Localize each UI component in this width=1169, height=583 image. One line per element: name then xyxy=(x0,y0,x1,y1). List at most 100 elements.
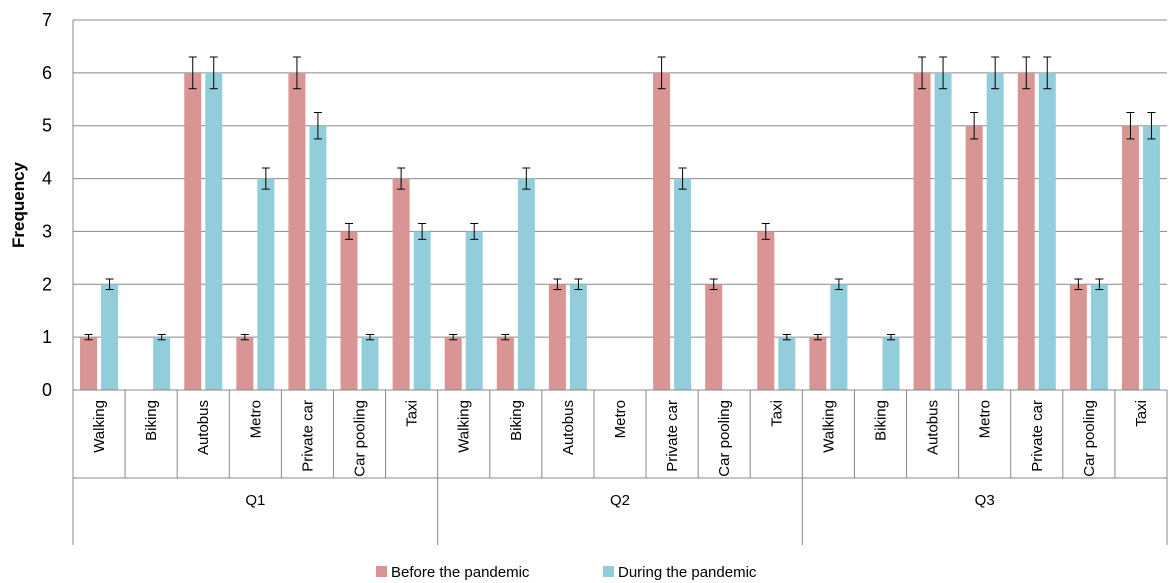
bar-q1-metro-during xyxy=(257,178,275,390)
error-bar-q3-biking-during xyxy=(886,334,895,341)
bar-q1-autobus-before xyxy=(184,72,202,390)
error-bar-q3-walking-during xyxy=(834,278,843,291)
error-bar-q3-private-car-before xyxy=(1022,56,1031,90)
legend-swatch-during xyxy=(603,566,614,577)
category-label-q2-walking: Walking xyxy=(456,400,473,453)
bar-q1-car-pooling-during xyxy=(361,337,379,390)
error-bar-q3-car-pooling-before xyxy=(1074,278,1083,291)
y-tick-label-5: 5 xyxy=(42,116,52,136)
bar-q2-private-car-during xyxy=(674,178,692,390)
bar-q1-car-pooling-before xyxy=(340,231,358,390)
error-bar-q2-private-car-before xyxy=(657,56,666,90)
bar-q2-car-pooling-before xyxy=(705,284,723,390)
group-label-q2: Q2 xyxy=(610,492,630,509)
error-bar-q3-private-car-during xyxy=(1043,56,1052,90)
legend-label-during: During the pandemic xyxy=(618,564,757,581)
error-bar-q3-autobus-during xyxy=(939,56,948,90)
bar-q2-autobus-before xyxy=(548,284,566,390)
error-bar-q1-biking-during xyxy=(157,334,166,341)
error-bar-q3-taxi-before xyxy=(1126,112,1135,140)
category-label-q2-private-car: Private car xyxy=(664,400,681,472)
error-bar-q2-taxi-before xyxy=(761,223,770,240)
y-axis-ticks: 0 1 2 3 4 5 6 7 xyxy=(42,10,52,400)
legend: Before the pandemic During the pandemic xyxy=(376,564,757,581)
y-tick-label-3: 3 xyxy=(42,221,52,241)
bar-q1-private-car-during xyxy=(309,125,327,390)
category-label-q1-private-car: Private car xyxy=(299,400,316,472)
y-tick-label-2: 2 xyxy=(42,274,52,294)
bar-q1-walking-before xyxy=(80,337,98,390)
error-bar-q3-car-pooling-during xyxy=(1095,278,1104,291)
y-tick-label-4: 4 xyxy=(42,169,52,189)
bar-q3-taxi-during xyxy=(1142,125,1160,390)
y-axis-label: Frequency xyxy=(9,161,28,248)
y-tick-label-0: 0 xyxy=(42,380,52,400)
bar-q2-biking-during xyxy=(517,178,535,390)
bar-q3-taxi-before xyxy=(1121,125,1139,390)
bar-q3-car-pooling-during xyxy=(1090,284,1108,390)
bar-q3-private-car-before xyxy=(1017,72,1035,390)
category-label-q3-autobus: Autobus xyxy=(925,400,942,455)
bar-q2-taxi-before xyxy=(757,231,775,390)
bar-q2-private-car-before xyxy=(653,72,671,390)
error-bar-q3-walking-before xyxy=(813,334,822,341)
error-bar-q2-biking-during xyxy=(522,167,531,190)
error-bar-q3-taxi-during xyxy=(1147,112,1156,140)
group-labels: Q1 Q2 Q3 xyxy=(245,492,994,509)
error-bar-q3-metro-during xyxy=(991,56,1000,90)
error-bar-q1-taxi-during xyxy=(418,223,427,240)
category-labels: Walking Biking Autobus Metro Private car Car … xyxy=(91,400,1150,477)
error-bar-q1-walking-before xyxy=(84,334,93,341)
category-label-q2-autobus: Autobus xyxy=(560,400,577,455)
error-bar-q1-car-pooling-before xyxy=(345,223,354,240)
error-bar-q1-private-car-during xyxy=(313,112,322,140)
bar-q1-taxi-during xyxy=(413,231,431,390)
category-label-q1-taxi: Taxi xyxy=(404,400,421,427)
group-label-q3: Q3 xyxy=(975,492,995,509)
bar-q3-metro-during xyxy=(986,72,1004,390)
error-bar-q1-car-pooling-during xyxy=(366,334,375,341)
category-label-q3-metro: Metro xyxy=(977,400,994,438)
error-bar-q1-autobus-before xyxy=(188,56,197,90)
bar-q3-car-pooling-before xyxy=(1069,284,1087,390)
gridlines xyxy=(73,19,1167,391)
bar-q3-biking-during xyxy=(882,337,900,390)
error-bar-q2-biking-before xyxy=(501,334,510,341)
error-bar-q2-walking-before xyxy=(449,334,458,341)
category-label-q2-taxi: Taxi xyxy=(768,400,785,427)
bar-q1-metro-before xyxy=(236,337,254,390)
error-bar-q1-autobus-during xyxy=(209,56,218,90)
error-bar-q2-walking-during xyxy=(470,223,479,240)
error-bar-q1-taxi-before xyxy=(397,167,406,190)
bar-q2-walking-before xyxy=(444,337,462,390)
bar-q3-metro-before xyxy=(965,125,983,390)
category-label-q1-metro: Metro xyxy=(247,400,264,438)
error-bar-q3-metro-before xyxy=(970,112,979,140)
category-label-q3-private-car: Private car xyxy=(1029,400,1046,472)
bar-q3-autobus-before xyxy=(913,72,931,390)
error-bar-q2-private-car-during xyxy=(678,167,687,190)
y-tick-label-7: 7 xyxy=(42,10,52,30)
bar-q2-autobus-during xyxy=(569,284,587,390)
error-bar-q2-taxi-during xyxy=(782,334,791,341)
bar-q3-walking-before xyxy=(809,337,827,390)
category-label-q3-car-pooling: Car pooling xyxy=(1081,400,1098,477)
y-tick-label-1: 1 xyxy=(42,327,52,347)
error-bar-q2-car-pooling-before xyxy=(709,278,718,291)
error-bar-q1-walking-during xyxy=(105,278,114,291)
bar-q1-walking-during xyxy=(101,284,119,390)
axes xyxy=(72,20,1168,545)
bar-q3-walking-during xyxy=(830,284,848,390)
bar-q2-walking-during xyxy=(465,231,483,390)
bar-q1-private-car-before xyxy=(288,72,306,390)
category-label-q1-autobus: Autobus xyxy=(195,400,212,455)
y-tick-label-6: 6 xyxy=(42,63,52,83)
error-bar-q2-autobus-during xyxy=(574,278,583,291)
category-label-q2-metro: Metro xyxy=(612,400,629,438)
category-label-q3-biking: Biking xyxy=(872,400,889,441)
error-bar-q3-autobus-before xyxy=(918,56,927,90)
bar-q1-biking-during xyxy=(153,337,171,390)
legend-label-before: Before the pandemic xyxy=(391,564,530,581)
category-label-q3-taxi: Taxi xyxy=(1133,400,1150,427)
